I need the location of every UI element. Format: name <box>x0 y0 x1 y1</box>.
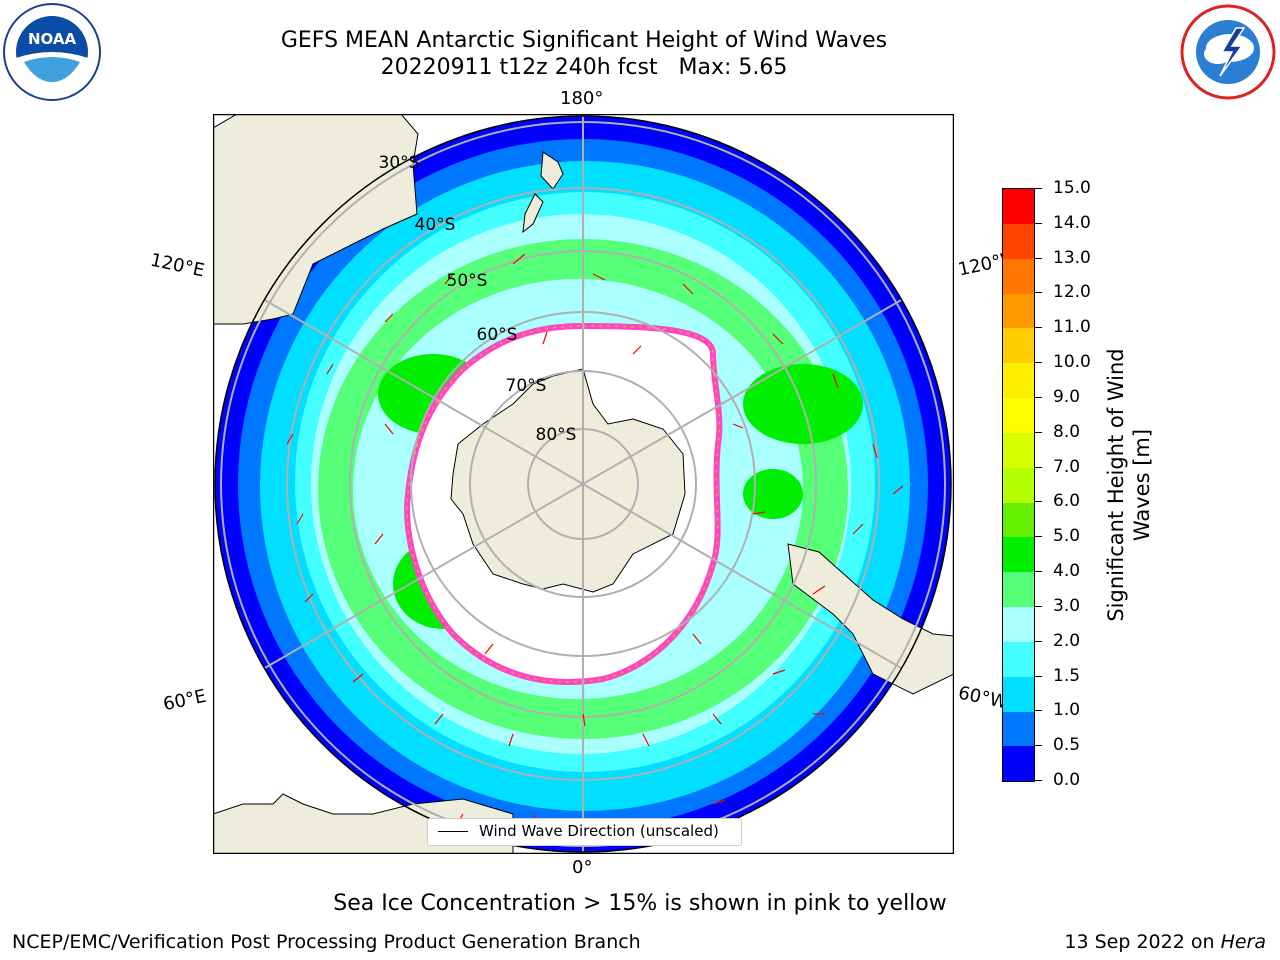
colorbar-tick <box>1034 501 1042 503</box>
colorbar-tick-label: 12.0 <box>1053 282 1091 303</box>
colorbar-tick <box>1034 536 1042 538</box>
lon-label-60e: 60°E <box>161 685 208 716</box>
polar-map: 30°S 40°S 50°S 60°S 70°S 80°S <box>213 114 954 854</box>
colorbar-tick <box>1034 640 1042 642</box>
colorbar-tick-label: 5.0 <box>1053 526 1081 547</box>
colorbar-tick-label: 4.0 <box>1053 561 1081 582</box>
colorbar-tick <box>1034 745 1042 747</box>
footer-host: Hera <box>1220 931 1266 953</box>
colorbar-tick-label: 0.5 <box>1053 735 1081 756</box>
footer-date: 13 Sep 2022 on Hera <box>1064 931 1266 953</box>
colorbar-segment <box>1003 189 1034 224</box>
colorbar-tick-label: 13.0 <box>1053 247 1091 268</box>
footer-credit: NCEP/EMC/Verification Post Processing Pr… <box>12 931 641 953</box>
colorbar-tick <box>1034 571 1042 573</box>
lat-label-70s: 70°S <box>506 376 547 396</box>
colorbar-tick-label: 3.0 <box>1053 595 1081 616</box>
colorbar-tick-label: 0.0 <box>1053 770 1081 790</box>
colorbar-segment <box>1003 432 1034 468</box>
colorbar-tick-label: 10.0 <box>1053 352 1091 373</box>
lat-label-40s: 40°S <box>415 215 456 235</box>
colorbar-tick-label: 14.0 <box>1053 212 1091 233</box>
colorbar-segment <box>1003 711 1034 747</box>
colorbar-segment <box>1003 223 1034 259</box>
colorbar-tick <box>1034 466 1042 468</box>
colorbar-segment <box>1003 467 1034 503</box>
colorbar-title: Significant Height of Wind Waves [m] <box>1104 348 1154 622</box>
colorbar-tick-label: 9.0 <box>1053 386 1081 407</box>
noaa-logo: NOAA <box>2 2 102 102</box>
latitude-labels: 30°S 40°S 50°S 60°S 70°S 80°S <box>379 153 577 445</box>
colorbar-segment <box>1003 572 1034 608</box>
colorbar-segment <box>1003 363 1034 399</box>
colorbar-segment <box>1003 746 1034 782</box>
map-legend: Wind Wave Direction (unscaled) <box>427 818 742 846</box>
colorbar-tick <box>1034 780 1042 781</box>
lon-label-0: 0° <box>572 857 593 878</box>
footer-date-text: 13 Sep 2022 on <box>1064 931 1215 953</box>
colorbar-tick-label: 11.0 <box>1053 317 1091 338</box>
colorbar-segment <box>1003 502 1034 538</box>
chart-title: GEFS MEAN Antarctic Significant Height o… <box>280 28 888 53</box>
colorbar-tick <box>1034 710 1042 712</box>
colorbar-segment <box>1003 641 1034 677</box>
colorbar-tick-label: 1.0 <box>1053 700 1081 721</box>
colorbar-tick-label: 7.0 <box>1053 456 1081 477</box>
sea-ice-note: Sea Ice Concentration > 15% is shown in … <box>333 891 947 916</box>
colorbar-tick <box>1034 362 1042 364</box>
nws-logo <box>1178 2 1278 102</box>
lon-label-120e: 120°E <box>148 249 207 282</box>
colorbar-tick <box>1034 257 1042 259</box>
colorbar-tick-label: 15.0 <box>1053 178 1091 198</box>
lat-label-80s: 80°S <box>536 425 577 445</box>
lon-label-60w: 60°W <box>956 682 1006 713</box>
colorbar-tick <box>1034 327 1042 329</box>
colorbar <box>1002 188 1035 782</box>
colorbar-tick-label: 6.0 <box>1053 491 1081 512</box>
colorbar-tick <box>1034 292 1042 294</box>
colorbar-tick <box>1034 431 1042 433</box>
colorbar-segment <box>1003 676 1034 712</box>
colorbar-tick-label: 8.0 <box>1053 421 1081 442</box>
lat-label-60s: 60°S <box>477 325 518 345</box>
colorbar-tick-label: 2.0 <box>1053 630 1081 651</box>
lon-label-180: 180° <box>560 88 604 109</box>
chart-subtitle: 20220911 t12z 240h fcst Max: 5.65 <box>380 55 788 80</box>
colorbar-tick <box>1034 222 1042 224</box>
colorbar-segment <box>1003 328 1034 364</box>
colorbar-segment <box>1003 293 1034 329</box>
colorbar-segment <box>1003 397 1034 433</box>
colorbar-tick-label: 1.5 <box>1053 665 1081 686</box>
legend-line-swatch <box>438 831 468 832</box>
lon-label-120w: 120°W <box>956 250 1006 281</box>
colorbar-segment <box>1003 258 1034 294</box>
colorbar-tick <box>1034 675 1042 677</box>
land-antarctica <box>450 368 686 593</box>
colorbar-tick <box>1034 188 1042 189</box>
legend-label: Wind Wave Direction (unscaled) <box>479 822 719 840</box>
colorbar-tick <box>1034 605 1042 607</box>
lat-label-50s: 50°S <box>447 271 488 291</box>
noaa-logo-text: NOAA <box>28 30 77 48</box>
lat-label-30s: 30°S <box>379 153 420 173</box>
colorbar-tick <box>1034 396 1042 398</box>
colorbar-segment <box>1003 537 1034 573</box>
colorbar-segment <box>1003 606 1034 642</box>
land-new-zealand <box>522 151 564 234</box>
